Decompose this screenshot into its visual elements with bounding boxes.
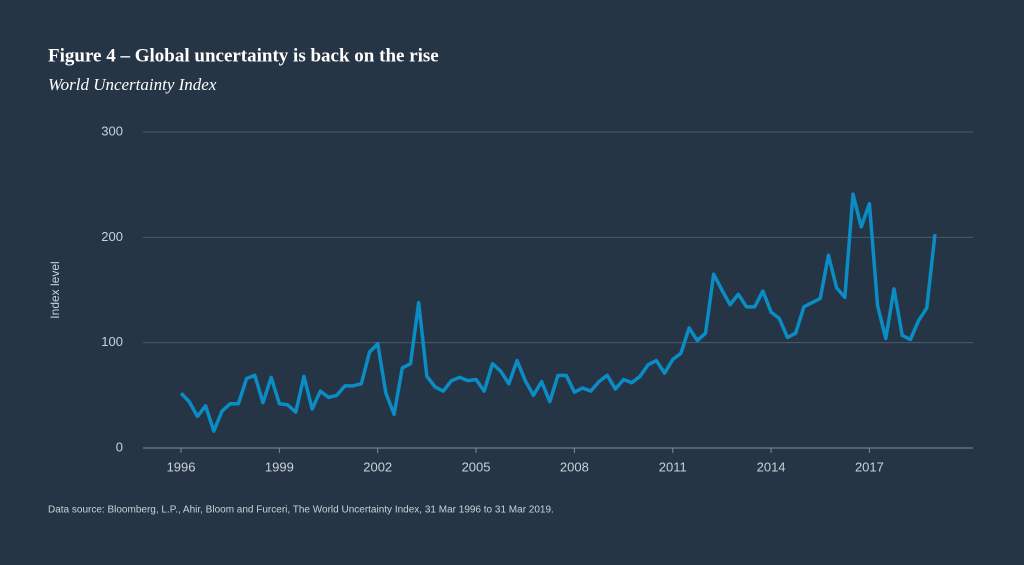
y-tick-label: 100 [101,334,123,349]
x-tick-label: 2011 [659,459,687,474]
data-line [179,192,937,433]
y-tick-label: 0 [116,439,123,454]
x-tick-label: 2002 [363,459,392,474]
chart-subtitle: World Uncertainty Index [48,75,217,94]
y-tick-label: 300 [101,123,123,138]
x-tick-label: 1999 [265,459,294,474]
x-tick-label: 2014 [757,459,786,474]
source-note: Data source: Bloomberg, L.P., Ahir, Bloo… [48,505,554,516]
x-tick-label: 2017 [855,459,884,474]
x-tick-label: 2008 [560,459,589,474]
x-tick-label: 1996 [167,459,196,474]
y-axis-label: Index level [48,261,62,318]
chart-title: Figure 4 – Global uncertainty is back on… [48,45,439,66]
x-tick-label: 2005 [462,459,491,474]
y-tick-label: 200 [101,229,123,244]
